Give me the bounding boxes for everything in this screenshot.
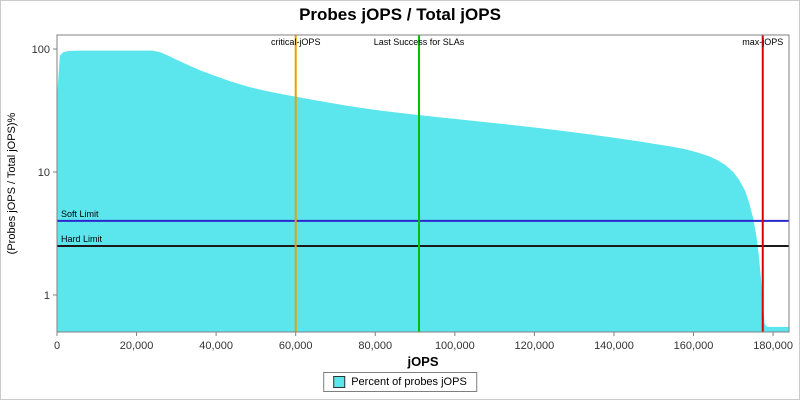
legend-swatch (333, 376, 346, 388)
x-tick-label: 40,000 (199, 340, 233, 352)
x-tick-label: 100,000 (435, 340, 475, 352)
area-series (57, 50, 789, 332)
x-tick-label: 80,000 (358, 340, 392, 352)
y-tick-label: 10 (38, 167, 50, 179)
x-axis-label: jOPS (406, 354, 438, 369)
chart-title: Probes jOPS / Total jOPS (299, 5, 501, 24)
x-tick-label: 160,000 (674, 340, 714, 352)
plot-border (56, 34, 790, 333)
y-tick-label: 1 (44, 290, 50, 302)
x-tick-label: 60,000 (279, 340, 313, 352)
x-tick-label: 140,000 (594, 340, 634, 352)
legend-label: Percent of probes jOPS (351, 376, 467, 388)
hline-label: Soft Limit (61, 209, 99, 219)
vline-label: Last Success for SLAs (374, 37, 465, 47)
vline-label: critical-jOPS (271, 37, 321, 47)
x-tick-label: 0 (54, 340, 60, 352)
x-tick-label: 20,000 (120, 340, 154, 352)
y-axis-label: (Probes jOPS / Total jOPS)% (6, 112, 18, 254)
plot-area: Soft Limit Hard Limit critical-jOPS Last Su… (6, 34, 793, 369)
x-tick-label: 180,000 (753, 340, 793, 352)
vline-label: max-jOPS (742, 37, 783, 47)
x-tick-label: 120,000 (515, 340, 555, 352)
legend: Percent of probes jOPS (323, 372, 477, 392)
hline-label: Hard Limit (61, 234, 103, 244)
y-tick-label: 100 (32, 44, 50, 56)
